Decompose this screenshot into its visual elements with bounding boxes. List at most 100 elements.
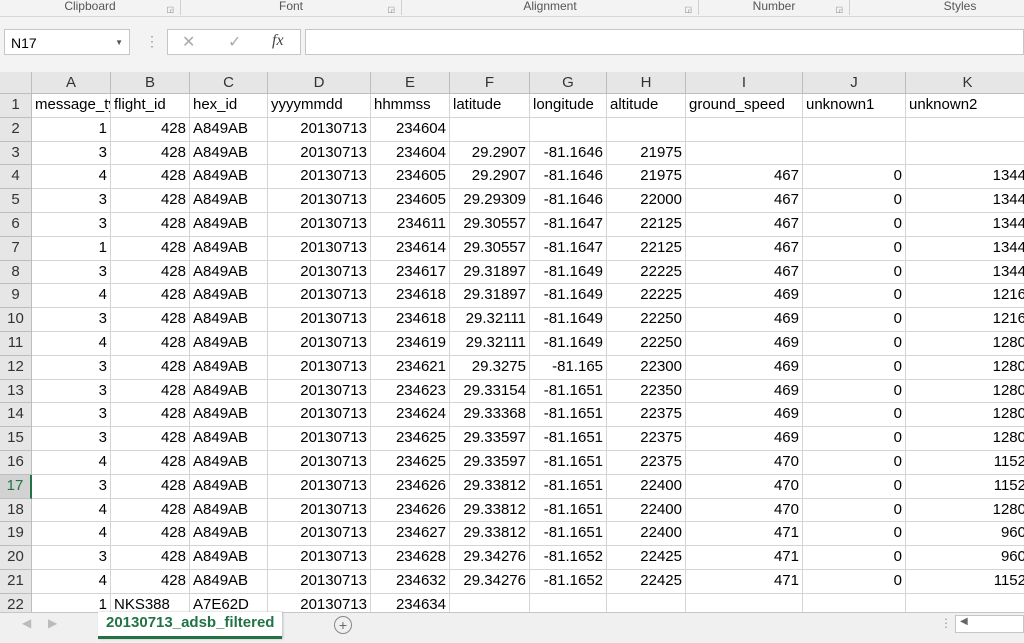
data-cell[interactable]: 20130713	[268, 117, 371, 142]
data-cell[interactable]: 428	[111, 284, 190, 309]
data-cell[interactable]: 3	[32, 260, 111, 285]
data-cell[interactable]: 428	[111, 189, 190, 213]
column-header-G[interactable]: G	[530, 72, 607, 94]
column-title-cell[interactable]: hex_id	[190, 94, 268, 118]
data-cell[interactable]: 234605	[371, 189, 450, 213]
data-cell[interactable]: 22300	[607, 355, 686, 380]
row-header-3[interactable]: 3	[0, 141, 32, 166]
data-cell[interactable]: -81.1651	[530, 522, 607, 547]
data-cell[interactable]: 3	[32, 546, 111, 570]
row-header-4[interactable]: 4	[0, 165, 32, 190]
data-cell[interactable]: 234627	[371, 522, 450, 547]
data-cell[interactable]: 0	[803, 451, 906, 475]
data-cell[interactable]: 1	[32, 236, 111, 261]
data-cell[interactable]: 20130713	[268, 189, 371, 213]
column-title-cell[interactable]: latitude	[450, 94, 530, 118]
data-cell[interactable]: 4	[32, 332, 111, 356]
data-cell[interactable]: 29.33597	[450, 451, 530, 475]
data-cell[interactable]: 0	[803, 260, 906, 285]
data-cell[interactable]: 234625	[371, 451, 450, 475]
data-cell[interactable]: -81.1649	[530, 308, 607, 332]
data-cell[interactable]: 0	[803, 427, 906, 451]
data-cell[interactable]: 21975	[607, 165, 686, 190]
data-cell[interactable]: 1344	[906, 213, 1024, 237]
splitter-handle-icon[interactable]: ⋮	[145, 33, 159, 49]
data-cell[interactable]: 428	[111, 236, 190, 261]
dialog-launcher-icon[interactable]: ◲	[684, 5, 692, 14]
data-cell[interactable]: 0	[803, 308, 906, 332]
enter-icon[interactable]: ✓	[228, 34, 242, 51]
data-cell[interactable]: -81.1649	[530, 332, 607, 356]
data-cell[interactable]: 1280	[906, 403, 1024, 428]
data-cell[interactable]: 29.33812	[450, 498, 530, 523]
row-header-1[interactable]: 1	[0, 94, 32, 118]
scroll-left-icon[interactable]: ◀	[960, 616, 968, 627]
data-cell[interactable]: 1280	[906, 427, 1024, 451]
data-cell[interactable]: 4	[32, 570, 111, 594]
data-cell[interactable]: A849AB	[190, 355, 268, 380]
data-cell[interactable]: 469	[686, 332, 803, 356]
data-cell[interactable]: 3	[32, 474, 111, 499]
data-cell[interactable]: 3	[32, 308, 111, 332]
data-cell[interactable]: 29.31897	[450, 260, 530, 285]
column-title-cell[interactable]: ground_speed	[686, 94, 803, 118]
data-cell[interactable]: 1344	[906, 165, 1024, 190]
data-cell[interactable]: -81.1647	[530, 236, 607, 261]
row-header-16[interactable]: 16	[0, 451, 32, 475]
data-cell[interactable]: 428	[111, 498, 190, 523]
column-header-A[interactable]: A	[32, 72, 111, 94]
data-cell[interactable]: 428	[111, 355, 190, 380]
data-cell[interactable]: 428	[111, 451, 190, 475]
data-cell[interactable]: A849AB	[190, 213, 268, 237]
data-cell[interactable]: 3	[32, 427, 111, 451]
data-cell[interactable]: 234626	[371, 498, 450, 523]
scroll-tabs-right-icon[interactable]: ▶	[48, 616, 58, 630]
data-cell[interactable]: -81.1651	[530, 379, 607, 404]
splitter-handle-icon[interactable]: ⋮	[940, 616, 952, 630]
select-all-corner[interactable]	[0, 72, 32, 94]
column-header-D[interactable]: D	[268, 72, 371, 94]
data-cell[interactable]: 1152	[906, 570, 1024, 594]
data-cell[interactable]: 0	[803, 332, 906, 356]
data-cell[interactable]: 20130713	[268, 451, 371, 475]
data-cell[interactable]: 1344	[906, 189, 1024, 213]
data-cell[interactable]: 0	[803, 522, 906, 547]
data-cell[interactable]: 4	[32, 498, 111, 523]
data-cell[interactable]: 4	[32, 451, 111, 475]
data-cell[interactable]: 0	[803, 498, 906, 523]
column-title-cell[interactable]: longitude	[530, 94, 607, 118]
data-cell[interactable]: 470	[686, 474, 803, 499]
data-cell[interactable]: 29.33368	[450, 403, 530, 428]
data-cell[interactable]: 0	[803, 284, 906, 309]
cancel-icon[interactable]: ✕	[182, 34, 196, 51]
data-cell[interactable]: -81.1652	[530, 546, 607, 570]
data-cell[interactable]: 29.31897	[450, 284, 530, 309]
data-cell[interactable]: 428	[111, 260, 190, 285]
data-cell[interactable]: 3	[32, 213, 111, 237]
sheet-tab[interactable]: 20130713_adsb_filtered	[98, 612, 283, 639]
data-cell[interactable]: 467	[686, 236, 803, 261]
row-header-6[interactable]: 6	[0, 213, 32, 237]
data-cell[interactable]: 20130713	[268, 332, 371, 356]
data-cell[interactable]: 234625	[371, 427, 450, 451]
data-cell[interactable]: 234623	[371, 379, 450, 404]
data-cell[interactable]: 234626	[371, 474, 450, 499]
column-header-B[interactable]: B	[111, 72, 190, 94]
data-cell[interactable]: 428	[111, 332, 190, 356]
data-cell[interactable]: -81.1651	[530, 451, 607, 475]
data-cell[interactable]: -81.1651	[530, 474, 607, 499]
data-cell[interactable]: A849AB	[190, 236, 268, 261]
data-cell[interactable]: 3	[32, 141, 111, 166]
data-cell[interactable]	[803, 117, 906, 142]
row-header-11[interactable]: 11	[0, 332, 32, 356]
data-cell[interactable]: 234619	[371, 332, 450, 356]
data-cell[interactable]: 3	[32, 379, 111, 404]
column-header-H[interactable]: H	[607, 72, 686, 94]
data-cell[interactable]: 3	[32, 189, 111, 213]
data-cell[interactable]: 234611	[371, 213, 450, 237]
data-cell[interactable]: 0	[803, 403, 906, 428]
data-cell[interactable]: 29.32111	[450, 332, 530, 356]
data-cell[interactable]: 22250	[607, 332, 686, 356]
data-cell[interactable]: 1216	[906, 284, 1024, 309]
column-title-cell[interactable]: unknown1	[803, 94, 906, 118]
